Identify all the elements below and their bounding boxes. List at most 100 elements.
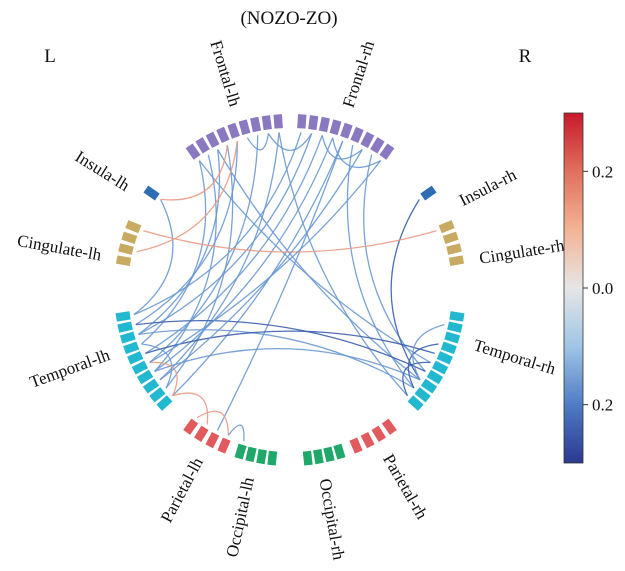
region-block: [436, 351, 453, 365]
region-block: [217, 437, 231, 454]
region-block: [302, 450, 313, 466]
connection-link: [144, 135, 323, 354]
region-block: [431, 360, 449, 375]
region-block: [308, 115, 319, 131]
right-hemisphere-label: R: [519, 46, 532, 67]
region-block: [115, 311, 131, 322]
region-block: [370, 137, 385, 154]
connection-link: [135, 141, 238, 326]
region-label-parietal-rh: Parietal-rh: [379, 451, 432, 523]
region-block: [297, 114, 307, 129]
region-parietal-lh-blocks: [183, 418, 231, 454]
region-block: [371, 425, 386, 442]
connection-link: [216, 140, 344, 431]
chart-title: (NOZO-ZO): [240, 8, 337, 29]
region-label-temporal-lh: Temporal-lh: [27, 345, 113, 392]
region-label-temporal-rh: Temporal-rh: [471, 335, 558, 378]
region-block: [115, 255, 132, 267]
region-block: [238, 119, 251, 136]
colorbar-tick-label: 0.2: [592, 162, 613, 181]
connection-link: [136, 141, 238, 253]
region-block: [313, 448, 324, 465]
connection-link: [402, 361, 431, 396]
region-block: [119, 331, 136, 344]
connection-link: [145, 330, 435, 355]
connection-link: [390, 199, 421, 381]
region-label-occipital-rh: Occipital-rh: [316, 477, 349, 562]
region-block: [349, 437, 363, 454]
region-insula-rh-blocks: [420, 185, 437, 201]
region-block: [407, 395, 424, 411]
region-block: [261, 115, 272, 131]
region-block: [256, 448, 267, 465]
region-block: [323, 446, 335, 463]
region-cingulate-rh-blocks: [438, 220, 465, 267]
connection-link: [331, 137, 381, 169]
colorbar-tick-label: 0.0: [592, 279, 613, 298]
region-block: [227, 122, 240, 139]
connection-link: [154, 137, 334, 372]
region-insula-lh-blocks: [143, 185, 160, 201]
connection-link: [143, 230, 437, 253]
colorbar: 0.2 0.0 0.2: [563, 112, 613, 464]
region-block: [136, 369, 154, 385]
region-block: [442, 231, 459, 244]
region-block: [420, 378, 438, 394]
connection-link: [412, 323, 445, 381]
left-hemisphere-label: L: [44, 46, 56, 67]
region-block: [444, 331, 461, 344]
colorbar-tick-label: 0.2: [592, 396, 613, 415]
region-parietal-rh-blocks: [349, 418, 397, 454]
region-label-frontal-rh: Frontal-rh: [339, 38, 379, 110]
region-block: [447, 321, 463, 333]
region-block: [340, 122, 353, 139]
region-block: [273, 114, 283, 129]
region-block: [194, 425, 209, 442]
region-block: [420, 185, 437, 201]
region-block: [117, 321, 133, 333]
connection-link: [138, 149, 221, 335]
connection-link: [138, 133, 313, 335]
region-block: [440, 341, 457, 355]
region-labels: Frontal-lh Insula-lh Cingulate-lh Temporal-…: [16, 38, 566, 562]
region-block: [143, 185, 160, 201]
region-block: [123, 341, 140, 355]
connection-link: [149, 361, 178, 396]
connection-link: [133, 199, 174, 316]
region-block: [131, 360, 149, 375]
region-label-occipital-lh: Occipital-lh: [222, 475, 258, 559]
region-block: [379, 143, 395, 160]
region-label-parietal-lh: Parietal-lh: [157, 454, 207, 526]
region-ring: [115, 114, 465, 466]
region-cingulate-lh-blocks: [115, 220, 142, 267]
region-block: [414, 387, 431, 403]
region-block: [121, 231, 138, 244]
region-block: [350, 126, 364, 143]
region-block: [329, 119, 342, 136]
region-block: [448, 255, 465, 267]
region-block: [245, 446, 257, 463]
region-block: [205, 431, 220, 449]
region-block: [426, 369, 444, 385]
region-block: [267, 450, 278, 466]
region-label-insula-lh: Insula-lh: [72, 147, 134, 195]
connection-link: [267, 133, 313, 151]
region-block: [318, 116, 330, 133]
region-block: [195, 137, 210, 154]
region-block: [127, 351, 144, 365]
region-label-frontal-lh: Frontal-lh: [206, 38, 244, 109]
region-block: [156, 395, 173, 411]
connection-link: [198, 160, 431, 364]
region-block: [333, 443, 346, 460]
colorbar-gradient: [563, 112, 584, 464]
connection-link: [133, 132, 302, 316]
region-block: [250, 116, 262, 133]
connection-link: [141, 160, 207, 345]
region-frontal-lh-blocks: [185, 114, 283, 160]
region-block: [234, 443, 247, 460]
region-label-insula-rh: Insula-rh: [456, 165, 520, 210]
region-block: [183, 418, 199, 435]
region-block: [438, 220, 455, 234]
region-frontal-rh-blocks: [297, 114, 395, 160]
connection-link: [160, 144, 228, 201]
